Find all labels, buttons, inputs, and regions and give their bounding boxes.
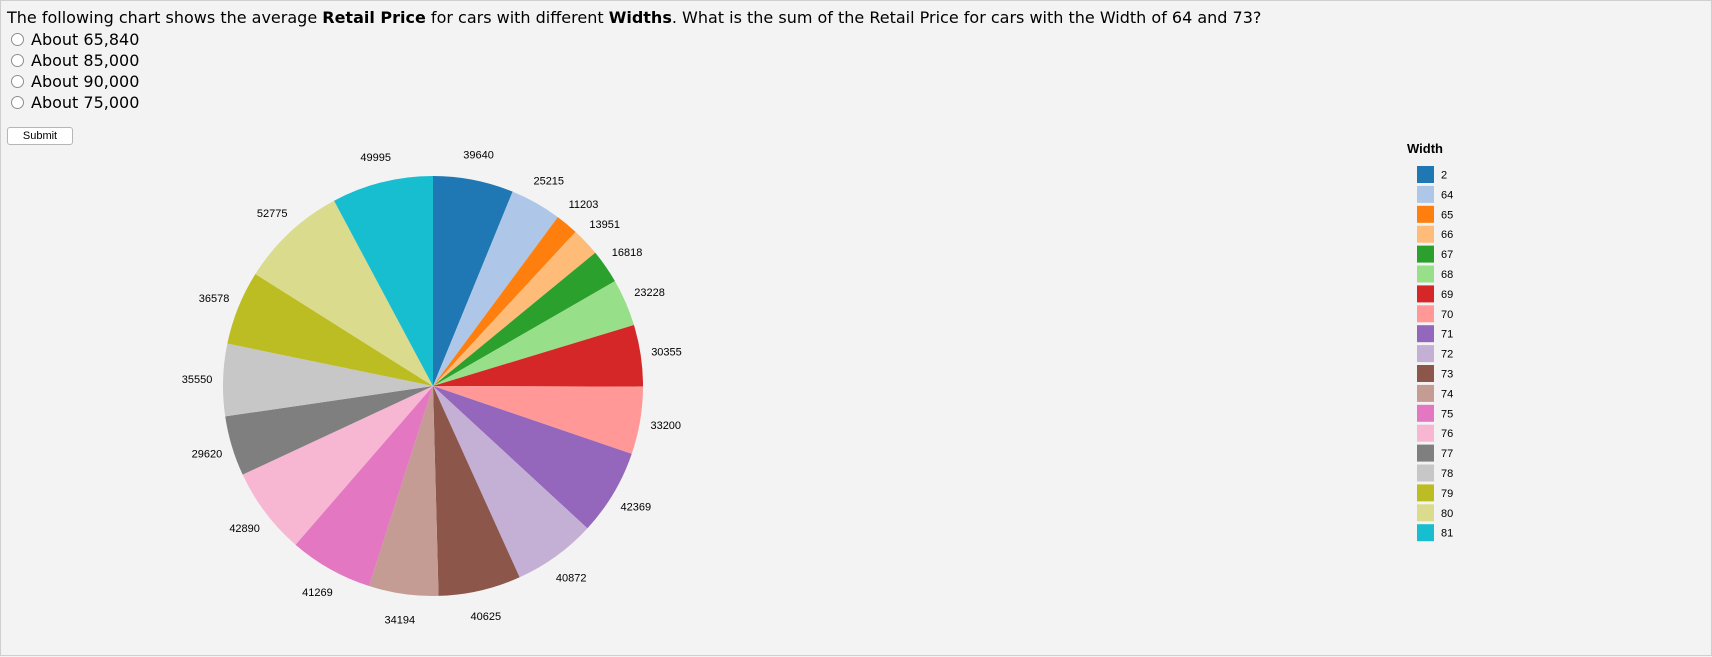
legend-label: 66	[1441, 229, 1453, 241]
pie-slice-71	[433, 386, 632, 529]
legend-swatch	[1417, 384, 1434, 402]
legend-swatch	[1417, 305, 1434, 323]
legend-swatch	[1417, 325, 1434, 343]
legend-label: 67	[1441, 249, 1453, 261]
slice-value-label: 11203	[569, 199, 599, 211]
pie-slice-80	[255, 200, 433, 386]
pie-slice-68	[433, 281, 634, 386]
pie-slice-64	[433, 191, 558, 386]
answer-option-label: About 75,000	[31, 93, 140, 112]
pie-slice-2	[433, 176, 513, 386]
pie-slice-77	[225, 386, 433, 475]
legend-label: 73	[1441, 369, 1453, 381]
radio-button[interactable]	[11, 96, 24, 109]
pie-slice-66	[433, 231, 596, 386]
legend-label: 72	[1441, 349, 1453, 361]
legend-swatch	[1417, 404, 1434, 422]
legend-swatch	[1417, 524, 1434, 542]
slice-value-label: 52775	[257, 208, 288, 220]
pie-slice-75	[295, 386, 433, 587]
answer-option-label: About 65,840	[31, 30, 140, 49]
pie-slice-69	[433, 325, 643, 387]
question-bold-widths: Widths	[608, 8, 672, 27]
pie-slice-76	[242, 386, 433, 545]
question-text: The following chart shows the average Re…	[7, 8, 1261, 28]
legend-label: 78	[1441, 468, 1453, 480]
legend-label: 74	[1441, 388, 1453, 400]
slice-value-label: 29620	[192, 449, 223, 461]
legend-swatch	[1417, 205, 1434, 223]
slice-value-label: 23228	[634, 287, 665, 299]
pie-slice-74	[369, 386, 439, 596]
slice-value-label: 40625	[471, 611, 502, 623]
legend-label: 71	[1441, 329, 1453, 341]
slice-value-label: 40872	[556, 572, 587, 584]
legend-label: 75	[1441, 408, 1453, 420]
slice-value-label: 42890	[229, 523, 260, 535]
answer-option[interactable]: About 65,840	[11, 29, 139, 50]
pie-slice-79	[227, 274, 433, 386]
slice-value-label: 34194	[384, 615, 415, 627]
legend-swatch	[1417, 185, 1434, 203]
pie-slice-81	[334, 176, 433, 386]
slice-value-label: 42369	[621, 502, 652, 514]
slice-value-label: 39640	[463, 149, 494, 161]
question-middle: for cars with different	[425, 8, 609, 27]
legend-title: Width	[1407, 141, 1443, 156]
answer-options: About 65,840 About 85,000 About 90,000 A…	[11, 29, 139, 113]
legend-label: 68	[1441, 269, 1453, 281]
radio-button[interactable]	[11, 54, 24, 67]
legend-swatch	[1417, 444, 1434, 462]
legend-label: 65	[1441, 209, 1453, 221]
answer-option-label: About 85,000	[31, 51, 140, 70]
legend-label: 70	[1441, 309, 1453, 321]
slice-value-label: 49995	[360, 152, 391, 164]
submit-button[interactable]: Submit	[7, 127, 73, 145]
question-suffix: . What is the sum of the Retail Price fo…	[671, 8, 1262, 27]
legend-label: 80	[1441, 508, 1453, 520]
legend-label: 69	[1441, 289, 1453, 301]
pie-slice-65	[433, 217, 576, 386]
legend-swatch	[1417, 225, 1434, 243]
legend-swatch	[1417, 265, 1434, 283]
question-bold-retail-price: Retail Price	[322, 8, 426, 27]
question-prefix: The following chart shows the average	[7, 8, 323, 27]
pie-slice-78	[222, 343, 433, 417]
legend-label: 2	[1441, 170, 1447, 182]
slice-value-label: 36578	[199, 293, 230, 305]
slice-value-label: 33200	[650, 420, 681, 432]
slice-value-label: 41269	[302, 587, 333, 599]
legend-swatch	[1417, 365, 1434, 382]
legend-swatch	[1417, 166, 1434, 183]
legend-swatch	[1417, 285, 1434, 303]
pie-slice-67	[433, 252, 615, 386]
legend-swatch	[1417, 345, 1434, 363]
answer-option[interactable]: About 75,000	[11, 92, 139, 113]
legend-swatch	[1417, 484, 1434, 502]
legend-swatch	[1417, 464, 1434, 482]
pie-slice-70	[433, 386, 643, 454]
legend-label: 79	[1441, 488, 1453, 500]
answer-option[interactable]: About 90,000	[11, 71, 139, 92]
answer-option[interactable]: About 85,000	[11, 50, 139, 71]
legend-swatch	[1417, 504, 1434, 522]
legend-swatch	[1417, 245, 1434, 263]
legend-swatch	[1417, 424, 1434, 442]
pie-slice-72	[433, 386, 588, 578]
legend-label: 77	[1441, 448, 1453, 460]
radio-button[interactable]	[11, 33, 24, 46]
pie-slice-73	[433, 386, 520, 596]
slice-value-label: 16818	[612, 247, 643, 259]
legend-label: 64	[1441, 189, 1453, 201]
legend-label: 76	[1441, 428, 1453, 440]
legend-label: 81	[1441, 528, 1453, 540]
answer-option-label: About 90,000	[31, 72, 140, 91]
slice-value-label: 25215	[533, 175, 564, 187]
slice-value-label: 30355	[651, 347, 682, 359]
slice-value-label: 35550	[182, 374, 213, 386]
slice-value-label: 13951	[589, 219, 620, 231]
radio-button[interactable]	[11, 75, 24, 88]
